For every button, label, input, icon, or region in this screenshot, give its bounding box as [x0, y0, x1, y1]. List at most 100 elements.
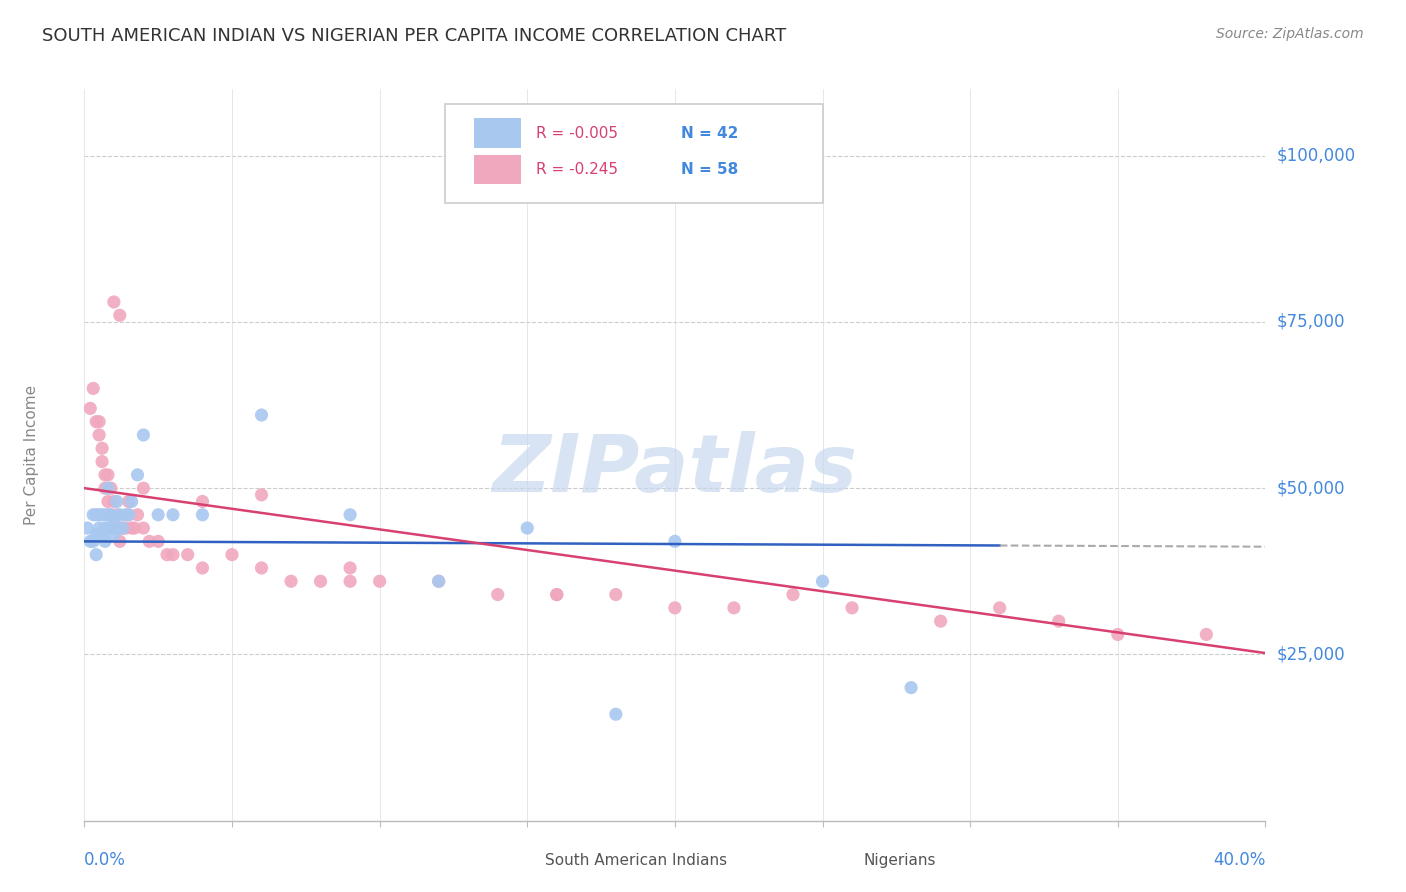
Point — [79, 401, 101, 416]
Point — [191, 561, 214, 575]
Point — [100, 521, 122, 535]
Point — [605, 588, 627, 602]
Point — [148, 508, 170, 522]
Point — [114, 521, 136, 535]
Point — [250, 488, 273, 502]
Text: SOUTH AMERICAN INDIAN VS NIGERIAN PER CAPITA INCOME CORRELATION CHART: SOUTH AMERICAN INDIAN VS NIGERIAN PER CA… — [42, 27, 786, 45]
Point — [118, 508, 141, 522]
Point — [546, 588, 568, 602]
Point — [91, 527, 114, 541]
Point — [111, 521, 134, 535]
Point — [76, 521, 98, 535]
Point — [124, 521, 146, 535]
Point — [84, 508, 107, 522]
Bar — [474, 119, 522, 148]
Point — [309, 574, 332, 589]
Point — [929, 614, 952, 628]
Point — [105, 508, 128, 522]
Text: Per Capita Income: Per Capita Income — [24, 384, 39, 525]
Point — [103, 527, 125, 541]
Point — [103, 295, 125, 310]
Point — [841, 600, 863, 615]
Point — [605, 707, 627, 722]
Point — [782, 588, 804, 602]
Point — [1047, 614, 1070, 628]
Point — [1195, 627, 1218, 641]
Point — [87, 428, 111, 442]
Text: R = -0.005: R = -0.005 — [536, 126, 617, 141]
Point — [91, 508, 114, 522]
Point — [162, 548, 184, 562]
Text: $25,000: $25,000 — [1277, 646, 1346, 664]
Point — [91, 442, 114, 456]
Point — [108, 521, 131, 535]
Text: R = -0.245: R = -0.245 — [536, 162, 617, 178]
Point — [1107, 627, 1129, 641]
Point — [339, 561, 361, 575]
Point — [250, 561, 273, 575]
Point — [121, 494, 143, 508]
FancyBboxPatch shape — [444, 103, 823, 202]
Point — [94, 534, 117, 549]
Point — [100, 481, 122, 495]
Text: N = 42: N = 42 — [681, 126, 738, 141]
Point — [84, 527, 107, 541]
Point — [82, 508, 104, 522]
Point — [723, 600, 745, 615]
Text: Nigerians: Nigerians — [863, 854, 936, 869]
Point — [339, 508, 361, 522]
Point — [127, 467, 149, 482]
Point — [108, 308, 131, 322]
Text: $75,000: $75,000 — [1277, 313, 1346, 331]
Point — [82, 381, 104, 395]
Text: 0.0%: 0.0% — [84, 851, 127, 869]
Point — [97, 467, 120, 482]
Point — [114, 508, 136, 522]
Point — [250, 408, 273, 422]
Text: 40.0%: 40.0% — [1213, 851, 1265, 869]
Point — [105, 494, 128, 508]
Point — [94, 467, 117, 482]
Point — [486, 588, 509, 602]
Point — [127, 508, 149, 522]
Point — [105, 521, 128, 535]
Point — [97, 508, 120, 522]
Point — [118, 494, 141, 508]
Point — [103, 521, 125, 535]
Point — [148, 534, 170, 549]
Point — [177, 548, 200, 562]
Point — [103, 515, 125, 529]
Point — [427, 574, 450, 589]
Point — [162, 508, 184, 522]
Point — [132, 481, 155, 495]
Point — [100, 508, 122, 522]
Point — [221, 548, 243, 562]
Point — [84, 548, 107, 562]
Point — [156, 548, 179, 562]
Point — [138, 534, 160, 549]
Point — [79, 534, 101, 549]
Point — [100, 508, 122, 522]
Point — [87, 415, 111, 429]
Point — [664, 600, 686, 615]
Point — [97, 494, 120, 508]
Point — [87, 508, 111, 522]
Text: $50,000: $50,000 — [1277, 479, 1346, 497]
Point — [132, 521, 155, 535]
Point — [900, 681, 922, 695]
Point — [108, 534, 131, 549]
Point — [427, 574, 450, 589]
Point — [87, 521, 111, 535]
Text: South American Indians: South American Indians — [546, 854, 727, 869]
Point — [82, 534, 104, 549]
Point — [368, 574, 391, 589]
Point — [132, 428, 155, 442]
Point — [988, 600, 1011, 615]
Point — [87, 527, 111, 541]
Point — [97, 481, 120, 495]
Bar — [817, 849, 849, 872]
Point — [339, 574, 361, 589]
Point — [811, 574, 834, 589]
Point — [108, 508, 131, 522]
Point — [546, 588, 568, 602]
